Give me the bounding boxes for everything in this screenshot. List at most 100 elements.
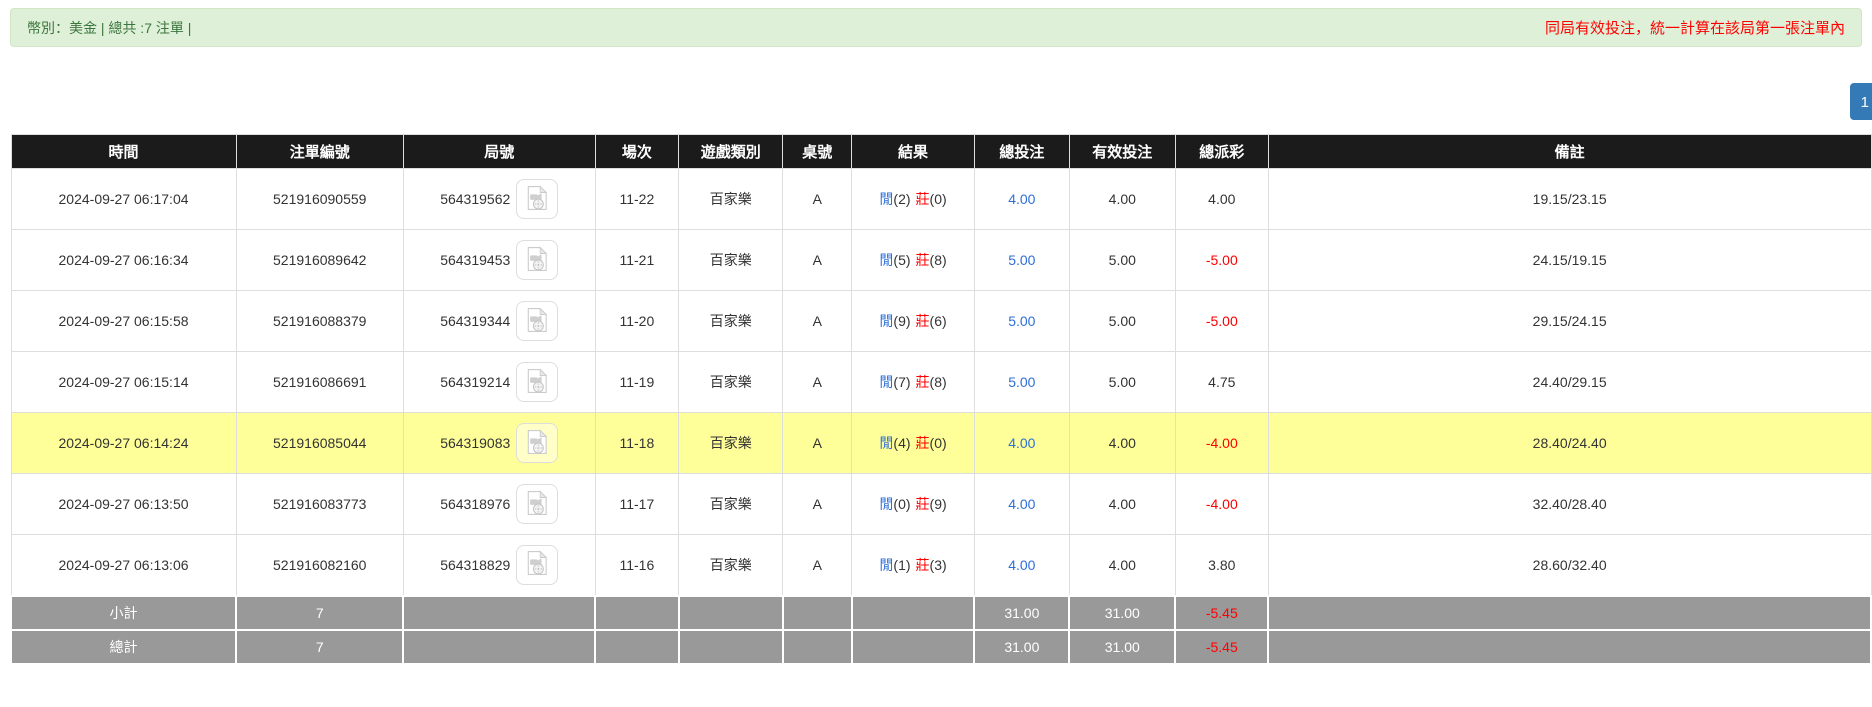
banker-label: 莊 xyxy=(915,313,930,329)
player-score: (5) xyxy=(893,252,911,268)
column-header-6: 結果 xyxy=(851,134,975,169)
player-label: 閒 xyxy=(879,496,894,512)
cell-remark: 28.60/32.40 xyxy=(1267,534,1872,596)
cell-table-number: A xyxy=(782,229,853,291)
banker-score: (8) xyxy=(929,374,947,390)
cell-time: 2024-09-27 06:15:58 xyxy=(10,290,237,352)
table-row[interactable]: 2024-09-27 06:14:24 521916085044 5643190… xyxy=(10,412,1872,474)
cell-bet-number: 521916083773 xyxy=(235,473,404,535)
cell-time: 2024-09-27 06:15:14 xyxy=(10,351,237,413)
player-label: 閒 xyxy=(879,556,894,573)
total-empty-cell xyxy=(594,628,680,665)
subtotal-row: 小計 7 31.00 31.00 -5.45 xyxy=(9,594,1872,631)
subtotal-valid-bet: 31.00 xyxy=(1068,594,1177,631)
cell-game-number: 564319562 xyxy=(402,168,596,230)
video-replay-button[interactable] xyxy=(516,544,559,585)
cell-time: 2024-09-27 06:16:34 xyxy=(10,229,237,291)
cell-total-bet: 5.00 xyxy=(973,351,1070,413)
cell-game-type: 百家樂 xyxy=(678,351,784,413)
cell-payout: -4.00 xyxy=(1174,412,1269,474)
cell-bet-number: 521916085044 xyxy=(235,412,404,474)
table-row[interactable]: 2024-09-27 06:16:34 521916089642 5643194… xyxy=(10,229,1872,291)
cell-payout: 4.75 xyxy=(1174,351,1269,413)
pagination-page-button[interactable]: 1 xyxy=(1849,83,1872,120)
cell-table-number: A xyxy=(782,534,853,596)
cell-time: 2024-09-27 06:17:04 xyxy=(10,168,237,230)
cell-game-type: 百家樂 xyxy=(678,229,784,291)
banker-label: 莊 xyxy=(915,435,930,451)
table-row[interactable]: 2024-09-27 06:15:14 521916086691 5643192… xyxy=(10,351,1872,413)
subtotal-empty-cell xyxy=(402,594,597,631)
cell-result: 閒(5) 莊(8) xyxy=(851,229,975,291)
column-header-3: 場次 xyxy=(594,134,680,169)
cell-bet-number: 521916082160 xyxy=(235,534,404,596)
video-replay-button[interactable] xyxy=(516,240,559,280)
cell-valid-bet: 4.00 xyxy=(1068,534,1176,596)
banker-score: (3) xyxy=(929,556,947,573)
video-record-icon xyxy=(526,489,548,519)
column-header-5: 桌號 xyxy=(782,134,853,169)
subtotal-empty-cell xyxy=(1267,594,1872,631)
cell-game-number: 564318976 xyxy=(402,473,596,535)
summary-alert-bar: 幣別：美金 | 總共 :7 注單 | 同局有效投注，統一計算在該局第一張注單內 xyxy=(10,8,1862,47)
table-row[interactable]: 2024-09-27 06:17:04 521916090559 5643195… xyxy=(10,168,1872,230)
subtotal-payout: -5.45 xyxy=(1174,594,1270,631)
table-row[interactable]: 2024-09-27 06:13:06 521916082160 5643188… xyxy=(10,534,1872,596)
table-row[interactable]: 2024-09-27 06:15:58 521916088379 5643193… xyxy=(10,290,1872,352)
banker-label: 莊 xyxy=(915,496,930,512)
column-header-9: 總派彩 xyxy=(1174,134,1269,169)
game-number-text: 564319453 xyxy=(440,252,511,268)
video-replay-button[interactable] xyxy=(516,484,559,524)
cell-remark: 29.15/24.15 xyxy=(1267,290,1872,352)
cell-total-bet: 4.00 xyxy=(973,534,1070,596)
cell-table-number: A xyxy=(782,473,853,535)
cell-table-number: A xyxy=(782,412,853,474)
banker-score: (0) xyxy=(929,191,947,207)
player-score: (7) xyxy=(893,374,911,390)
subtotal-count: 7 xyxy=(235,594,405,631)
video-replay-button[interactable] xyxy=(516,362,559,402)
total-empty-cell xyxy=(677,628,784,665)
cell-game-number: 564319214 xyxy=(402,351,596,413)
cell-bet-number: 521916086691 xyxy=(235,351,404,413)
total-empty-cell xyxy=(850,628,976,665)
column-header-1: 注單編號 xyxy=(235,134,404,169)
total-valid-bet: 31.00 xyxy=(1068,628,1177,665)
cell-result: 閒(4) 莊(0) xyxy=(851,412,975,474)
banker-label: 莊 xyxy=(915,252,930,268)
cell-session: 11-22 xyxy=(594,168,680,230)
subtotal-empty-cell xyxy=(850,594,976,631)
cell-remark: 32.40/28.40 xyxy=(1267,473,1872,535)
bet-records-table-wrap: 時間 注單編號 局號 場次 遊戲類別 桌號 結果 總投注 有效投注 總派彩 備註 2024-09-2… xyxy=(9,134,1872,665)
table-row[interactable]: 2024-09-27 06:13:50 521916083773 5643189… xyxy=(10,473,1872,535)
column-header-0: 時間 xyxy=(10,134,237,169)
cell-remark: 24.15/19.15 xyxy=(1267,229,1872,291)
banker-score: (9) xyxy=(929,496,947,512)
player-label: 閒 xyxy=(879,374,894,390)
total-label: 總計 xyxy=(9,628,238,665)
cell-session: 11-18 xyxy=(594,412,680,474)
cell-time: 2024-09-27 06:14:24 xyxy=(10,412,237,474)
subtotal-empty-cell xyxy=(781,594,853,631)
cell-table-number: A xyxy=(782,168,853,230)
cell-session: 11-21 xyxy=(594,229,680,291)
video-replay-button[interactable] xyxy=(516,301,559,341)
cell-game-type: 百家樂 xyxy=(678,168,784,230)
cell-game-type: 百家樂 xyxy=(678,412,784,474)
cell-total-bet: 4.00 xyxy=(973,412,1070,474)
cell-bet-number: 521916088379 xyxy=(235,290,404,352)
total-count: 7 xyxy=(235,628,405,665)
banker-label: 莊 xyxy=(915,556,930,573)
banker-label: 莊 xyxy=(915,191,930,207)
player-label: 閒 xyxy=(879,313,894,329)
table-header-row: 時間 注單編號 局號 場次 遊戲類別 桌號 結果 總投注 有效投注 總派彩 備註 xyxy=(10,134,1872,169)
game-number-text: 564319562 xyxy=(440,191,511,207)
video-replay-button[interactable] xyxy=(516,423,559,463)
cell-game-number: 564319083 xyxy=(402,412,596,474)
cell-game-type: 百家樂 xyxy=(678,290,784,352)
video-record-icon xyxy=(526,245,548,275)
video-record-icon xyxy=(526,550,548,579)
banker-score: (0) xyxy=(929,435,947,451)
video-replay-button[interactable] xyxy=(516,179,559,219)
cell-table-number: A xyxy=(782,290,853,352)
